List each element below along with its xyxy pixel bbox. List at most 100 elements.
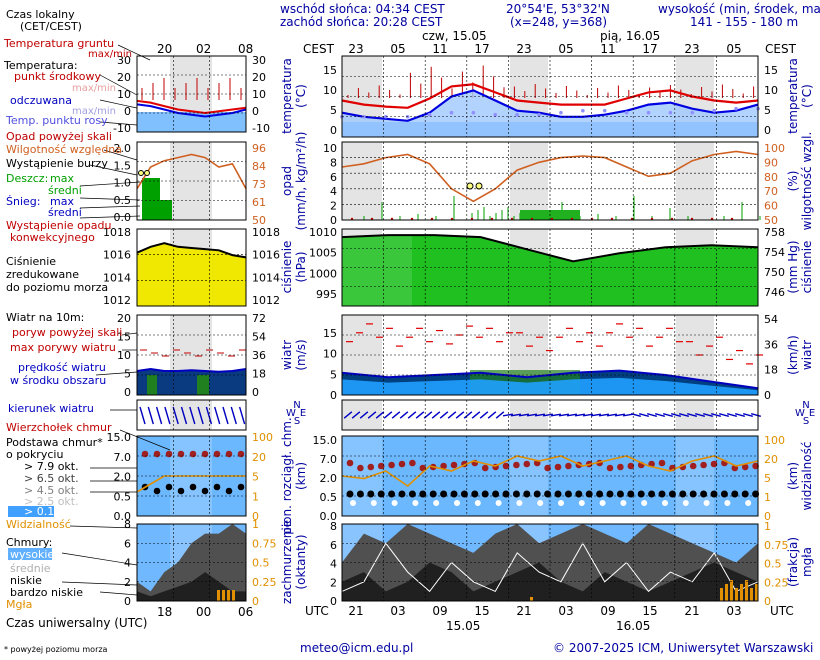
cb-right-tick: 0	[764, 510, 771, 523]
cloud-base-dot-low	[370, 500, 377, 506]
precip-left-tick: 0	[330, 214, 337, 227]
top-hour-label: 11	[432, 42, 447, 56]
mini-cloud-top-dot	[189, 450, 197, 458]
press-right-tick: 754	[764, 246, 785, 259]
wind-arrow	[367, 411, 377, 419]
mini-visibility-line	[136, 475, 246, 493]
mini-wind-arrow	[238, 406, 246, 425]
mini-wind-arrow	[222, 406, 229, 425]
dew-point-dot	[537, 112, 541, 117]
cloud-base-dot	[492, 490, 500, 498]
wind-left-tick: 10	[323, 348, 337, 361]
cloud-base-dot-low	[350, 500, 356, 506]
cb-right-tick: 5	[764, 472, 771, 485]
mini-wind-arrow	[189, 406, 196, 425]
precip-panel-night-band	[510, 142, 548, 220]
legend-precip-over: Opad powyżej skali	[6, 130, 112, 143]
mini-wind-arrow	[205, 406, 213, 425]
legend-wind10: Wiatr na 10m:	[6, 311, 84, 324]
fog-bar	[530, 597, 533, 601]
cloud-base-dot	[679, 490, 687, 498]
wind-arrow	[670, 413, 682, 417]
fog-bar	[755, 584, 758, 601]
height-values: 141 - 155 - 180 m	[690, 15, 798, 29]
mini-temp-right-tick: 0	[252, 105, 259, 118]
storm-marker	[466, 182, 474, 190]
utc-right: UTC	[770, 604, 794, 618]
legend-connector	[99, 74, 138, 96]
wind-lower-area	[342, 377, 758, 395]
press-left-tick: 1000	[309, 267, 337, 280]
wind-axis-label-right: wiatr	[800, 340, 814, 370]
cloud-base-dot	[648, 490, 656, 498]
legend-okt45: > 4.5 okt.	[24, 484, 79, 497]
mini-cloud-left-tick: 6	[124, 537, 131, 550]
legend-temp-feel: odczuwana	[10, 94, 72, 107]
footer-email[interactable]: meteo@icm.edu.pl	[300, 641, 413, 655]
legend-low: niskie	[10, 574, 42, 587]
cloud-extent-axis-unit: (km)	[294, 462, 308, 490]
mini-temp-border	[136, 55, 247, 133]
wind-arrow	[678, 413, 690, 417]
press-axis-label: ciśnienie	[280, 241, 294, 294]
mini-temp-ground	[137, 112, 246, 132]
cloud-top-dot	[398, 460, 406, 468]
wind-left-tick: 15	[323, 327, 337, 340]
storm-marker	[475, 182, 483, 190]
mini-pressure-area	[137, 243, 246, 306]
cloud-base-dot	[544, 490, 552, 498]
wind-arrow	[542, 413, 554, 417]
wind-arrow	[399, 411, 409, 419]
top-hour-label: 23	[348, 42, 363, 56]
wind-arrow	[662, 413, 674, 417]
cb-border	[341, 435, 759, 517]
mini-wind-arrow	[172, 406, 179, 425]
legend-rain: Deszcz:	[6, 172, 48, 185]
legend-footnote: * powyżej poziomu morza	[4, 645, 108, 654]
mini-cb-left-tick: 0.5	[114, 490, 132, 503]
wind-arrow	[710, 413, 722, 417]
precip-left-tick: 8	[330, 156, 337, 169]
mini-cloud-top-dot	[153, 450, 161, 458]
bottom-hour-label: 21	[348, 604, 363, 618]
legend-snow: Śnieg:	[6, 195, 40, 208]
mini-wind-arrow	[164, 406, 171, 425]
wind-arrow	[686, 413, 698, 417]
legend-high: wysokie	[10, 548, 54, 561]
mini-cloud-right-tick: 1	[252, 518, 259, 531]
mini-cloud-top-dot	[201, 450, 209, 458]
mini-cloud-base-dot	[153, 487, 161, 495]
precip-axis-label: opad	[280, 166, 294, 196]
compass-letter: N	[293, 400, 300, 411]
mini-cloud-base-dot	[189, 483, 197, 491]
mini-wind-right-tick: 72	[252, 312, 266, 325]
coords-text: 20°54'E, 53°32'N	[506, 2, 610, 16]
cloud-right-tick: 0.75	[764, 539, 789, 552]
cloud-base-dot-low	[474, 500, 481, 506]
cloud-top-dot	[752, 462, 759, 470]
mini-storm-marker	[144, 170, 150, 176]
mini-fog-bar	[232, 590, 235, 601]
press-axis-unit: (hPa)	[294, 251, 308, 282]
cloud-base-dot	[429, 490, 437, 498]
wind-arrow	[590, 413, 602, 417]
legend-snow-avg: średni	[48, 206, 82, 219]
wind-arrow	[455, 411, 465, 419]
mini-utc-h0: 18	[157, 605, 172, 619]
mini-wind-arrow	[230, 406, 237, 425]
legend-gust-max: max porywy wiatru	[10, 341, 116, 354]
legend-connector	[79, 197, 141, 201]
legend-cloud-top: Wierzchołek chmur	[6, 421, 112, 434]
visibility-line	[341, 455, 759, 488]
cloud-base-dot-low	[641, 500, 648, 506]
mini-cloud-left-tick: 0	[124, 595, 131, 608]
pressure-line	[341, 234, 759, 263]
legend-temperature: Temperatura:	[3, 59, 78, 72]
legend-dew: Temp. punktu rosy	[5, 114, 108, 127]
cloud-top-dot	[606, 464, 614, 472]
dew-point-dot	[712, 108, 717, 113]
wind-arrow	[702, 413, 714, 417]
cloud-base-dot	[752, 490, 760, 498]
wind-border	[341, 314, 759, 396]
mini-fog-bar	[222, 590, 225, 601]
